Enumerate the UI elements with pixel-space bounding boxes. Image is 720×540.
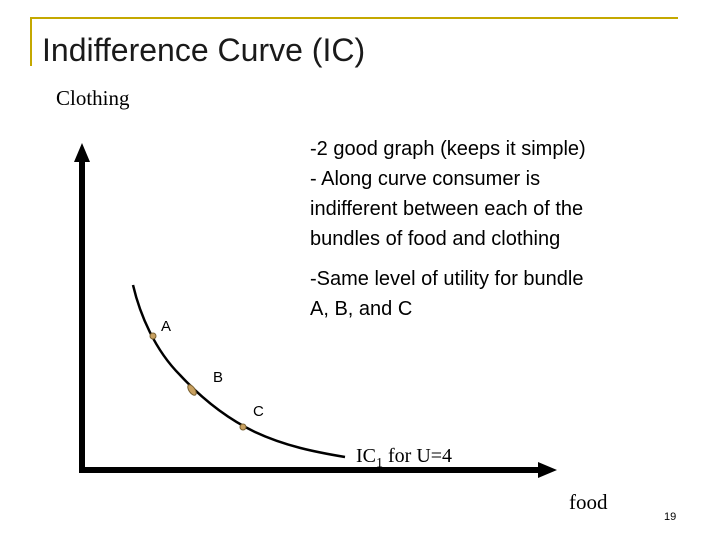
indifference-curve: [131, 284, 346, 459]
curve-subscript: 1: [376, 456, 383, 471]
note-line: bundles of food and clothing: [310, 228, 560, 250]
note-line: - Along curve consumer is: [310, 168, 540, 190]
title: Indifference Curve (IC): [42, 32, 365, 68]
y-axis-label: Clothing: [56, 86, 130, 110]
point-a: [149, 332, 157, 340]
point-b: [187, 384, 197, 396]
curve-name: IC: [356, 445, 376, 467]
x-axis-label: food: [569, 490, 608, 514]
notes: -2 good graph (keeps it simple) - Along c…: [310, 138, 586, 320]
curve-suffix: for U=4: [383, 445, 452, 467]
point-c: [239, 423, 247, 431]
curve-label: IC1 for U=4: [356, 445, 452, 471]
note-line: -2 good graph (keeps it simple): [310, 138, 586, 160]
note-line: A, B, and C: [310, 298, 412, 320]
note-line: indifferent between each of the: [310, 198, 583, 220]
point-label: A: [161, 318, 171, 335]
note-line: -Same level of utility for bundle: [310, 268, 583, 290]
point-label: C: [253, 403, 264, 420]
point-label: B: [213, 369, 223, 386]
x-axis-arrow: [538, 462, 557, 478]
slide-number: 19: [664, 511, 676, 523]
y-axis-arrow: [74, 143, 90, 162]
